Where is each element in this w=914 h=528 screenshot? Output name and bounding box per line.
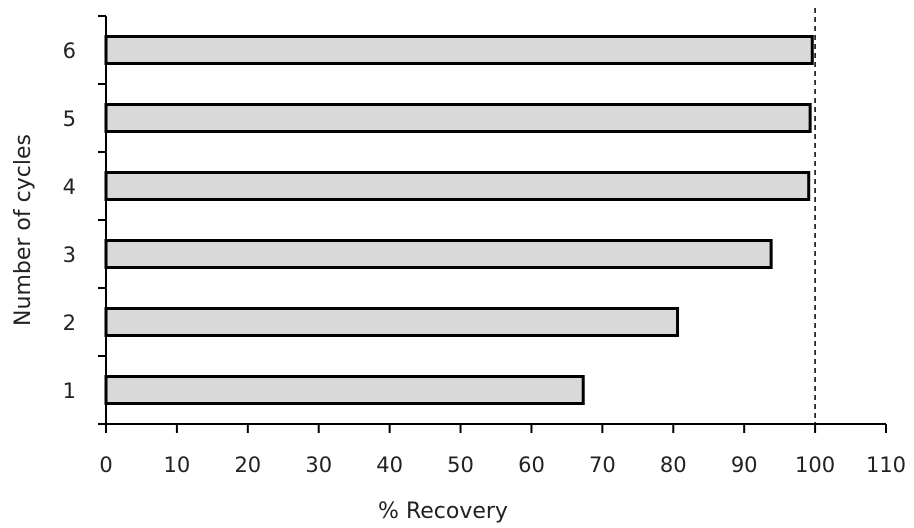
x-tick-label-80: 80 [660, 453, 687, 477]
x-tick-label-70: 70 [589, 453, 616, 477]
bar-cycle-5 [104, 103, 812, 133]
bars-group [104, 35, 814, 405]
x-tick-label-10: 10 [164, 453, 191, 477]
x-axis-title: % Recovery [378, 499, 508, 524]
y-tick-label-4: 4 [63, 175, 76, 199]
x-tick-label-50: 50 [447, 453, 474, 477]
bar-cycle-3 [104, 239, 773, 269]
y-tick-label-2: 2 [63, 311, 76, 335]
x-tick-labels: 0 10 20 30 40 50 60 70 80 90 100 110 [99, 453, 906, 477]
x-ticks-group [105, 424, 887, 433]
y-ticks-group [98, 15, 106, 425]
bar-cycle-4 [104, 171, 811, 201]
y-tick-label-6: 6 [63, 39, 76, 63]
bar-cycle-1 [104, 375, 585, 405]
x-tick-label-0: 0 [99, 453, 112, 477]
x-tick-label-110: 110 [866, 453, 906, 477]
bar-cycle-6 [104, 35, 814, 65]
y-tick-label-3: 3 [63, 243, 76, 267]
x-tick-label-90: 90 [731, 453, 758, 477]
x-tick-label-40: 40 [376, 453, 403, 477]
x-tick-label-20: 20 [234, 453, 261, 477]
bar-cycle-2 [104, 307, 680, 337]
x-tick-label-30: 30 [305, 453, 332, 477]
y-tick-label-5: 5 [63, 107, 76, 131]
y-axis-title: Number of cycles [11, 134, 36, 326]
y-tick-label-1: 1 [63, 379, 76, 403]
y-tick-labels: 1 2 3 4 5 6 [63, 39, 76, 403]
x-tick-label-100: 100 [795, 453, 835, 477]
x-tick-label-60: 60 [518, 453, 545, 477]
